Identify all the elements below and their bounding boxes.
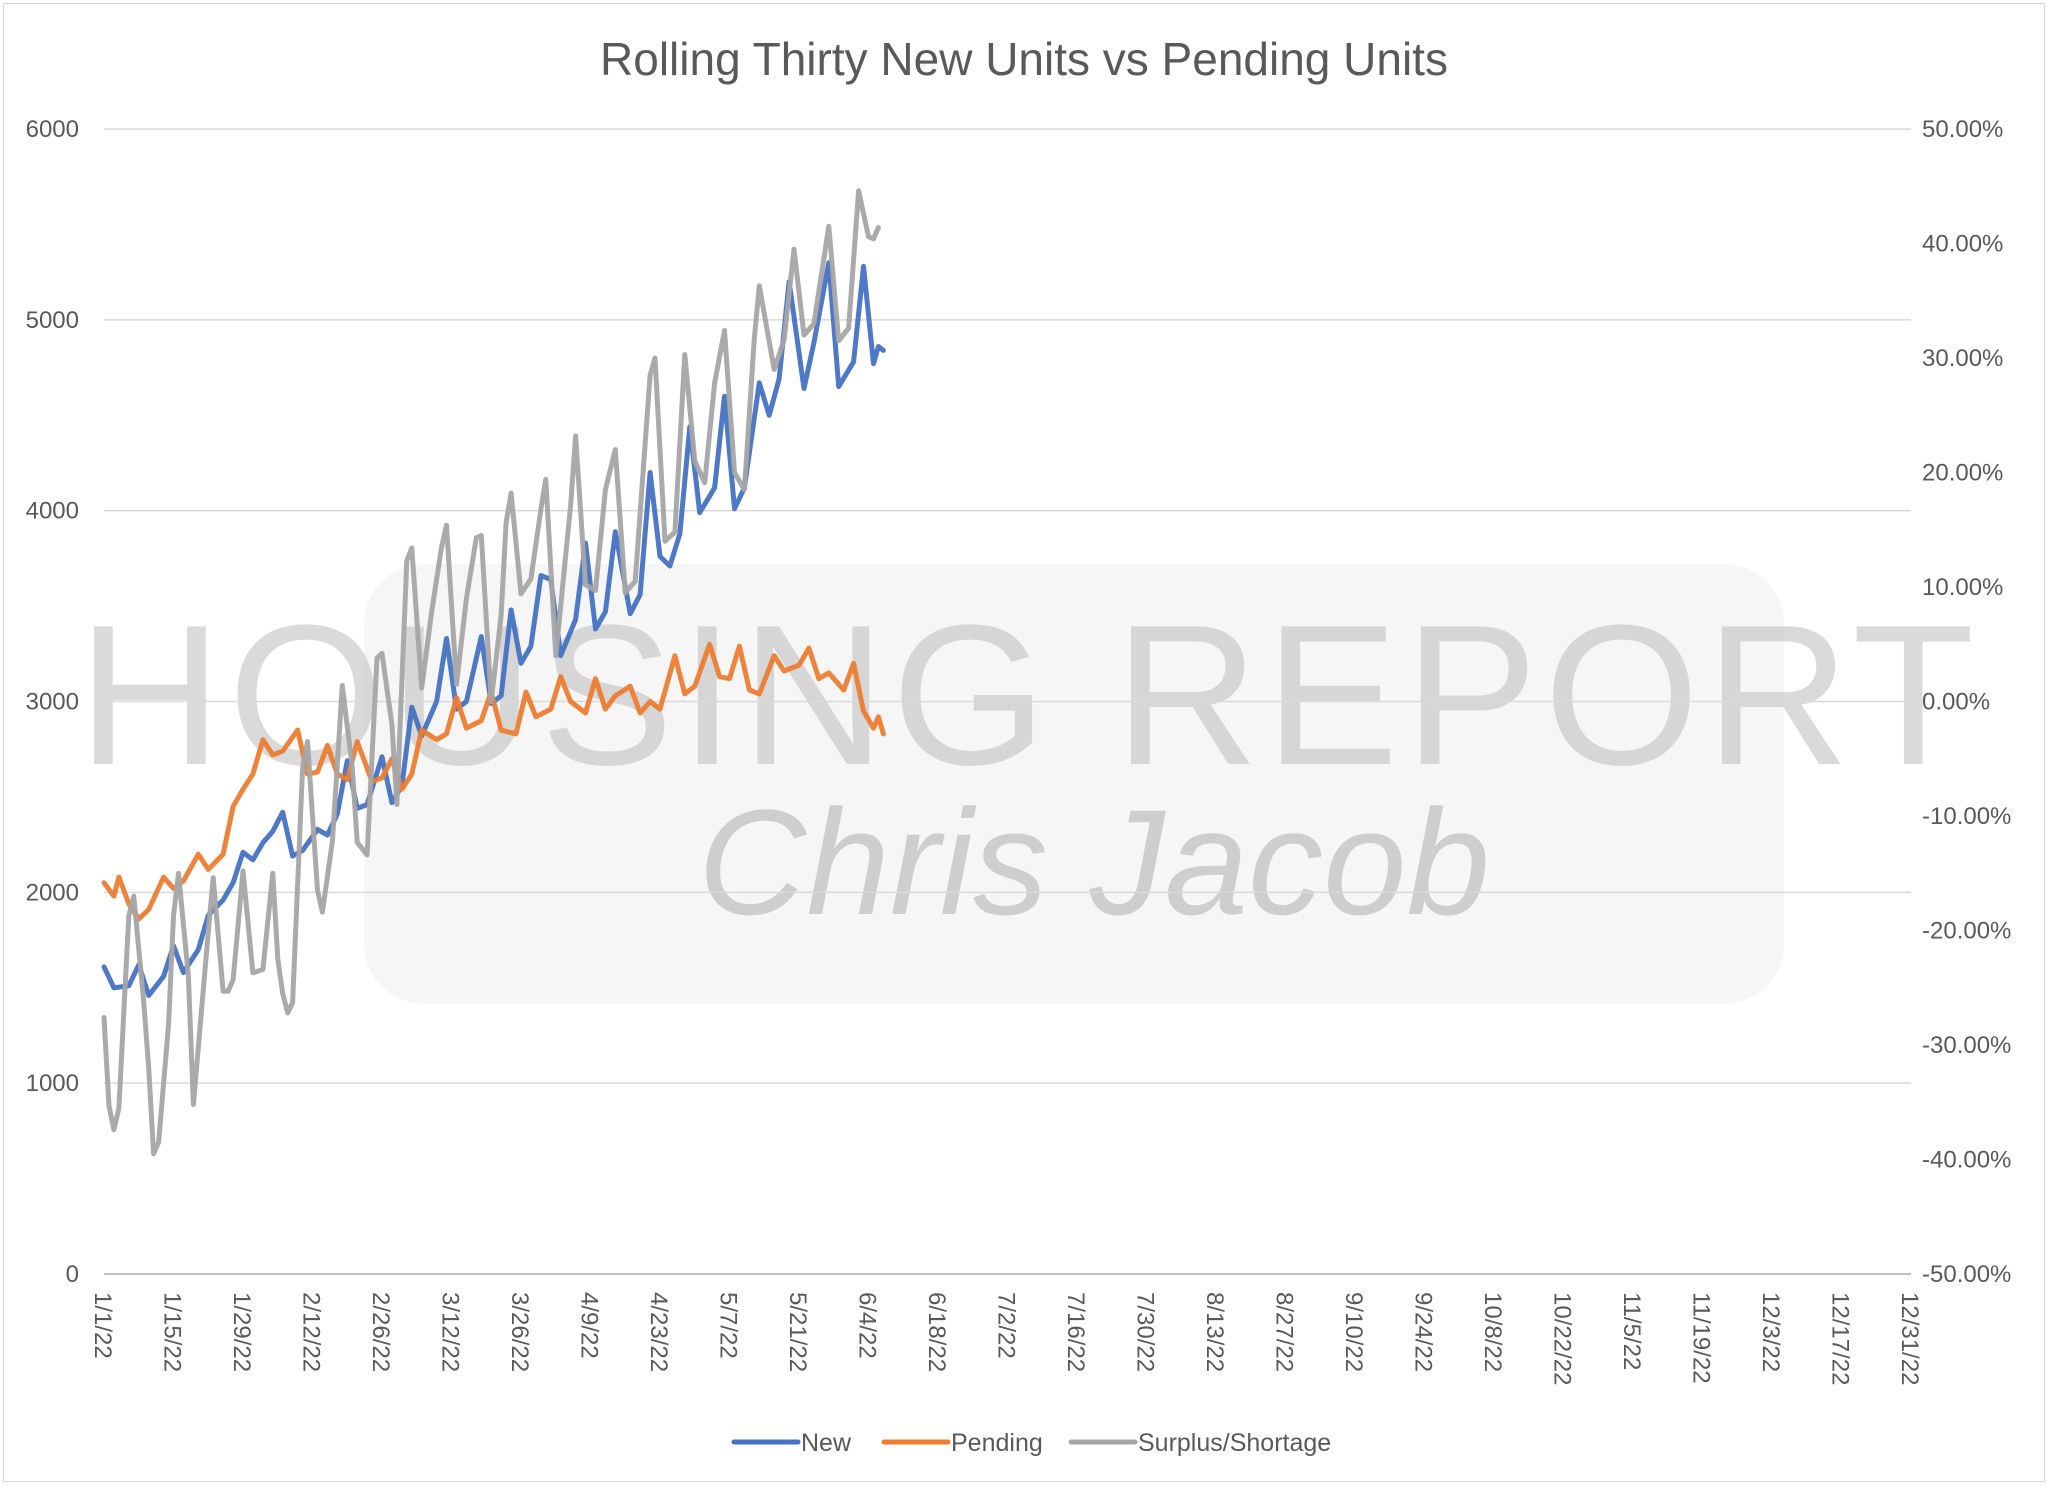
left-tick-label: 1000: [26, 1070, 79, 1097]
x-tick-label: 8/27/22: [1271, 1292, 1298, 1372]
right-tick-label: 50.00%: [1922, 116, 2003, 143]
right-tick-label: -10.00%: [1922, 803, 2011, 830]
x-tick-label: 4/9/22: [576, 1292, 603, 1359]
x-tick-label: 8/13/22: [1201, 1292, 1228, 1372]
legend-label: New: [801, 1429, 852, 1457]
x-tick-label: 10/22/22: [1549, 1292, 1576, 1385]
x-axis-labels: 1/1/22 1/15/22 1/29/22 2/12/22 2/26/22 3/12/2…: [89, 1292, 1923, 1385]
right-tick-label: -20.00%: [1922, 918, 2011, 945]
left-tick-label: 3000: [26, 689, 79, 716]
x-tick-label: 12/17/22: [1827, 1292, 1854, 1385]
right-tick-label: -50.00%: [1922, 1261, 2011, 1288]
x-tick-label: 12/3/22: [1757, 1292, 1784, 1372]
x-tick-label: 12/31/22: [1896, 1292, 1923, 1385]
right-tick-label: -40.00%: [1922, 1147, 2011, 1174]
x-tick-label: 6/18/22: [923, 1292, 950, 1372]
right-tick-label: 40.00%: [1922, 231, 2003, 258]
x-tick-label: 2/12/22: [298, 1292, 325, 1372]
x-tick-label: 5/7/22: [715, 1292, 742, 1359]
x-tick-label: 2/26/22: [367, 1292, 394, 1372]
x-tick-label: 6/4/22: [854, 1292, 881, 1359]
gridlines: [104, 128, 1911, 1275]
x-tick-label: 4/23/22: [645, 1292, 672, 1372]
right-tick-label: 10.00%: [1922, 574, 2003, 601]
watermark-signature: Chris Jacob: [698, 778, 1490, 946]
x-tick-label: 11/19/22: [1688, 1292, 1715, 1384]
x-tick-label: 9/24/22: [1410, 1292, 1437, 1372]
legend-item: New: [731, 1429, 852, 1457]
chart-frame: HOUSING REPORT Chris Jacob Rolling Thirt…: [3, 3, 2045, 1482]
left-axis-labels: 0 1000 2000 3000 4000 5000 6000: [26, 116, 79, 1288]
chart-title: Rolling Thirty New Units vs Pending Unit…: [600, 33, 1448, 85]
chart-svg: HOUSING REPORT Chris Jacob Rolling Thirt…: [26, 33, 2012, 1457]
x-tick-label: 9/10/22: [1340, 1292, 1367, 1372]
left-tick-label: 0: [66, 1261, 79, 1288]
legend-label: Pending: [951, 1429, 1043, 1457]
x-tick-label: 1/15/22: [159, 1292, 186, 1372]
legend-item: Pending: [881, 1429, 1043, 1457]
right-axis-labels: -50.00% -40.00% -30.00% -20.00% -10.00% 0.00%…: [1922, 116, 2011, 1288]
x-tick-label: 10/8/22: [1479, 1292, 1506, 1372]
x-tick-label: 11/5/22: [1618, 1292, 1645, 1370]
x-tick-label: 7/2/22: [993, 1292, 1020, 1359]
right-tick-label: -30.00%: [1922, 1032, 2011, 1059]
series-line-surplus-shortage: [101, 188, 881, 1157]
left-tick-label: 4000: [26, 498, 79, 525]
x-tick-label: 7/16/22: [1062, 1292, 1089, 1372]
left-tick-label: 2000: [26, 879, 79, 906]
legend-label: Surplus/Shortage: [1138, 1429, 1331, 1457]
series-lines: [101, 188, 886, 1157]
right-tick-label: 20.00%: [1922, 460, 2003, 487]
x-tick-label: 5/21/22: [784, 1292, 811, 1372]
watermark-title: HOUSING REPORT: [78, 584, 1981, 807]
right-tick-label: 0.00%: [1922, 689, 1990, 716]
left-tick-label: 5000: [26, 307, 79, 334]
right-tick-label: 30.00%: [1922, 345, 2003, 372]
legend-item: Surplus/Shortage: [1068, 1429, 1331, 1457]
x-tick-label: 1/1/22: [89, 1292, 116, 1359]
watermark: HOUSING REPORT Chris Jacob: [78, 564, 1981, 1004]
x-tick-label: 3/26/22: [506, 1292, 533, 1372]
legend: New Pending Surplus/Shortage: [731, 1429, 1331, 1457]
x-tick-label: 3/12/22: [437, 1292, 464, 1372]
left-tick-label: 6000: [26, 116, 79, 143]
x-tick-label: 1/29/22: [228, 1292, 255, 1372]
series-line-new: [101, 260, 886, 998]
x-tick-label: 7/30/22: [1132, 1292, 1159, 1372]
